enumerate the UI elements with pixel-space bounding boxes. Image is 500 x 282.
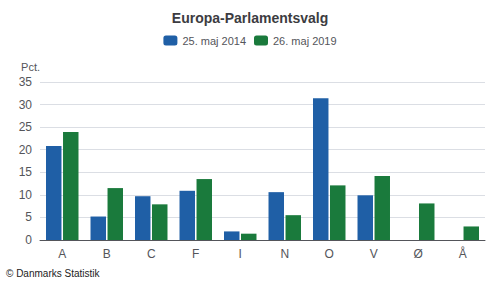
svg-text:Å: Å [459, 246, 467, 261]
svg-text:O: O [325, 247, 334, 261]
svg-text:Pct.: Pct. [21, 61, 40, 73]
svg-text:V: V [370, 247, 378, 261]
svg-text:B: B [103, 247, 111, 261]
svg-text:© Danmarks Statistik: © Danmarks Statistik [6, 268, 101, 279]
svg-text:15: 15 [19, 165, 33, 179]
svg-text:25: 25 [19, 120, 33, 134]
svg-text:Ø: Ø [414, 247, 423, 261]
svg-text:20: 20 [19, 143, 33, 157]
svg-text:25. maj 2014: 25. maj 2014 [182, 35, 246, 47]
svg-text:30: 30 [19, 98, 33, 112]
svg-text:Europa-Parlamentsvalg: Europa-Parlamentsvalg [172, 10, 328, 26]
svg-text:0: 0 [25, 233, 32, 247]
svg-text:5: 5 [25, 210, 32, 224]
svg-text:C: C [147, 247, 156, 261]
svg-text:26. maj 2019: 26. maj 2019 [273, 35, 337, 47]
svg-text:35: 35 [19, 75, 33, 89]
svg-text:F: F [192, 247, 199, 261]
svg-text:10: 10 [19, 188, 33, 202]
svg-text:N: N [280, 247, 289, 261]
svg-text:A: A [58, 247, 66, 261]
svg-text:I: I [239, 247, 242, 261]
